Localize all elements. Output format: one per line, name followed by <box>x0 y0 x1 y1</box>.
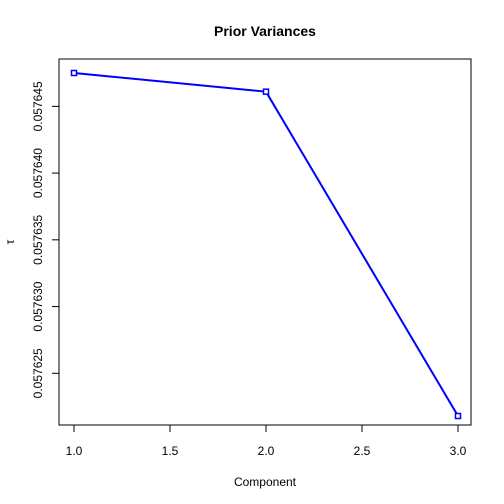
series-layer <box>70 69 462 420</box>
data-point <box>262 88 270 95</box>
data-point <box>454 412 462 420</box>
x-tick-label: 1.0 <box>66 444 83 458</box>
x-tick-label: 2.0 <box>258 444 275 458</box>
y-tick-label: 0.057640 <box>31 148 45 198</box>
y-tick-label: 0.057630 <box>31 281 45 331</box>
chart-title: Prior Variances <box>214 23 316 39</box>
x-tick-label: 2.5 <box>354 444 371 458</box>
x-axis-label: Component <box>234 475 297 489</box>
y-tick-label: 0.057625 <box>31 348 45 398</box>
y-tick-label: 0.057635 <box>31 214 45 264</box>
y-axis-label: τ <box>3 239 17 244</box>
x-axis: 1.0 1.5 2.0 2.5 3.0 <box>66 424 467 458</box>
data-point <box>70 69 78 77</box>
y-tick-label: 0.057645 <box>31 81 45 131</box>
series-line-segment <box>73 72 267 93</box>
series-line-segment <box>265 91 459 417</box>
x-tick-label: 1.5 <box>162 444 179 458</box>
x-tick-label: 3.0 <box>450 444 467 458</box>
y-axis: 0.057625 0.057630 0.057635 0.057640 0.057645 <box>31 81 60 398</box>
